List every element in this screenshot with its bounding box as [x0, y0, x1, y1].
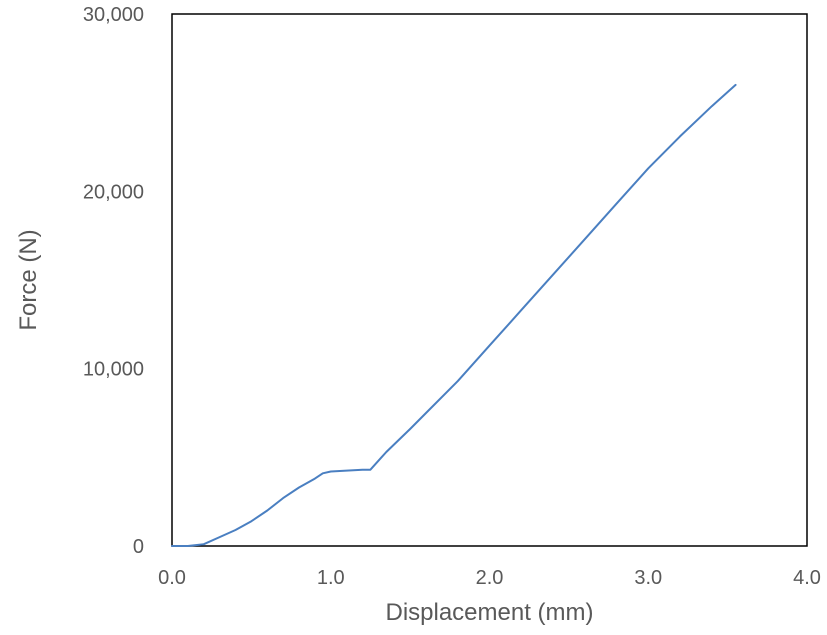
x-tick-label: 1.0: [317, 567, 345, 589]
x-axis-label: Displacement (mm): [385, 599, 593, 626]
y-tick-label: 30,000: [83, 4, 144, 26]
plot-frame: [171, 13, 808, 547]
x-tick-label: 2.0: [476, 567, 504, 589]
y-tick-label: 0: [133, 536, 144, 558]
y-tick-labels: 0 10,000 20,000 30,000: [83, 4, 144, 558]
y-tick-label: 10,000: [83, 359, 144, 381]
x-tick-label: 0.0: [158, 567, 186, 589]
x-tick-label: 3.0: [634, 567, 662, 589]
force-displacement-line: [171, 83, 737, 547]
x-tick-label: 4.0: [793, 567, 821, 589]
x-tick-labels: 0.0 1.0 2.0 3.0 4.0: [158, 567, 821, 589]
y-tick-label: 20,000: [83, 181, 144, 203]
y-axis-label: Force (N): [15, 229, 42, 330]
